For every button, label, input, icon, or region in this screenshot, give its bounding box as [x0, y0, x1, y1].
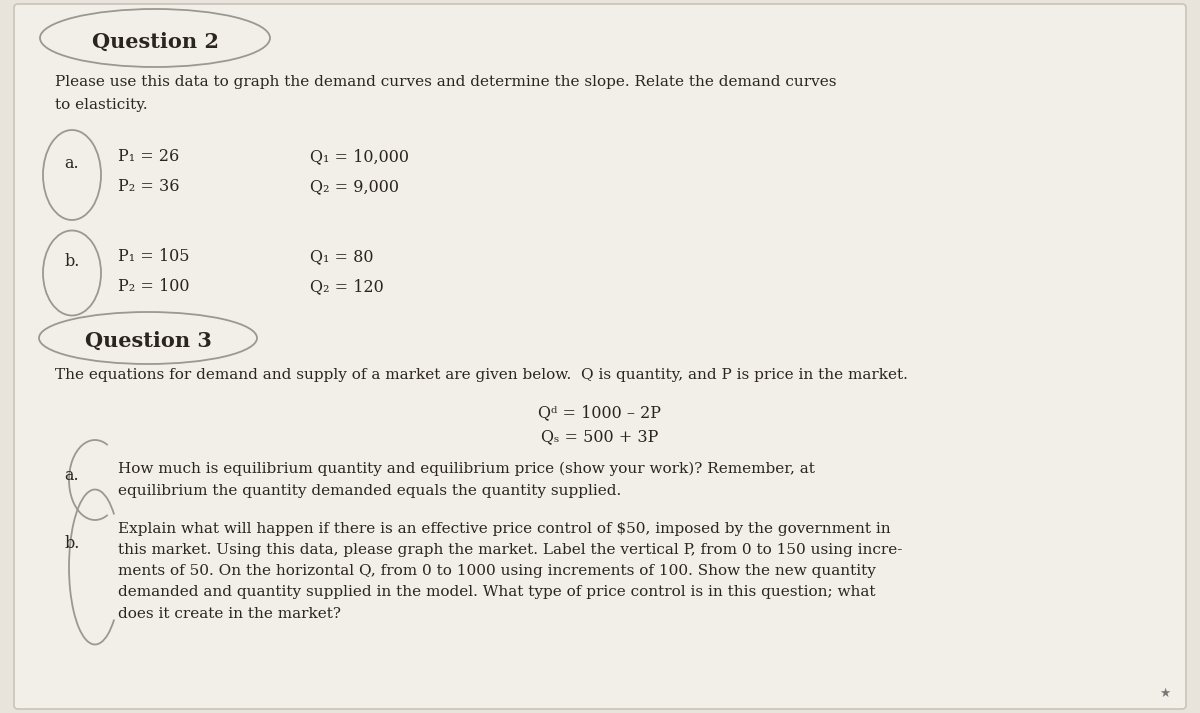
Text: b.: b.: [65, 254, 79, 270]
Text: Please use this data to graph the demand curves and determine the slope. Relate : Please use this data to graph the demand…: [55, 75, 836, 89]
Text: Explain what will happen if there is an effective price control of $50, imposed : Explain what will happen if there is an …: [118, 522, 902, 620]
Text: Q₁ = 80: Q₁ = 80: [310, 248, 373, 265]
Text: a.: a.: [65, 155, 79, 172]
Text: P₂ = 100: P₂ = 100: [118, 278, 190, 295]
Text: a.: a.: [65, 467, 79, 484]
Text: ★: ★: [1159, 687, 1170, 700]
Bar: [0, 0, 230, 713]
Text: How much is equilibrium quantity and equilibrium price (show your work)? Remembe: How much is equilibrium quantity and equ…: [118, 462, 815, 498]
Text: Qₛ = 500 + 3P: Qₛ = 500 + 3P: [541, 428, 659, 445]
Text: Q₂ = 9,000: Q₂ = 9,000: [310, 178, 398, 195]
Text: Qᵈ = 1000 – 2P: Qᵈ = 1000 – 2P: [539, 404, 661, 421]
Text: P₁ = 26: P₁ = 26: [118, 148, 179, 165]
Text: to elasticity.: to elasticity.: [55, 98, 148, 112]
FancyBboxPatch shape: [14, 4, 1186, 709]
Text: Question 3: Question 3: [84, 331, 211, 351]
Text: Q₁ = 10,000: Q₁ = 10,000: [310, 148, 409, 165]
Text: Q₂ = 120: Q₂ = 120: [310, 278, 384, 295]
Text: b.: b.: [65, 535, 79, 552]
Text: The equations for demand and supply of a market are given below.  Q is quantity,: The equations for demand and supply of a…: [55, 368, 908, 382]
Text: P₂ = 36: P₂ = 36: [118, 178, 180, 195]
Text: P₁ = 105: P₁ = 105: [118, 248, 190, 265]
Text: Question 2: Question 2: [91, 32, 218, 52]
